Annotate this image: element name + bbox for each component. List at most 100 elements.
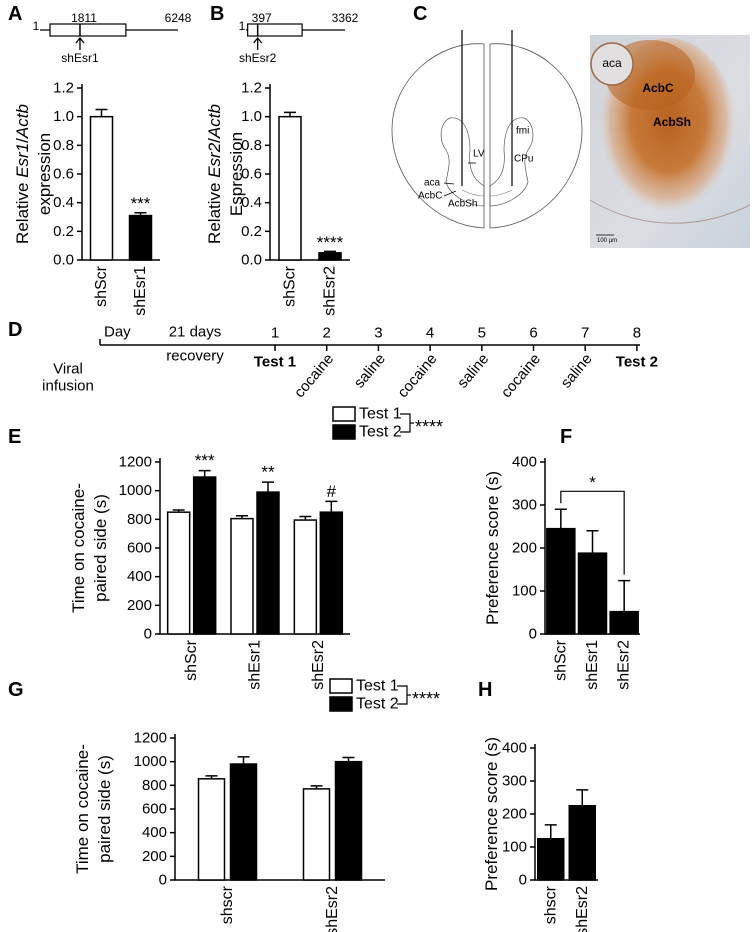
x-tick-label: shEsr2 <box>322 266 339 316</box>
y-tick-label: 200 <box>502 806 527 823</box>
bar <box>192 476 217 635</box>
bar <box>293 519 318 635</box>
error-bar <box>576 789 589 806</box>
brain-label: fmi <box>516 126 529 137</box>
y-tick-label: 400 <box>127 568 152 585</box>
error-bar <box>95 108 108 117</box>
y-tick-label: 600 <box>142 801 167 818</box>
y-axis-label: paired side (s) <box>91 494 110 602</box>
error-bar <box>262 481 274 493</box>
y-tick-label: 800 <box>142 777 167 794</box>
legend-label: Test 2 <box>356 696 399 713</box>
x-tick-label: shEsr2 <box>574 886 591 932</box>
y-axis-label-part: / <box>13 138 32 143</box>
error-bar <box>134 211 147 216</box>
test-label: Test 2 <box>616 354 658 371</box>
error-bar <box>544 824 557 839</box>
timeline-note: infusion <box>42 378 94 395</box>
y-axis-label: Espression <box>227 132 246 216</box>
bar <box>256 491 280 635</box>
error-bar <box>324 250 336 253</box>
legend-label: Test 1 <box>359 406 402 423</box>
panel-letter: H <box>478 679 492 701</box>
gene-exon <box>247 23 303 37</box>
gene-start: 1 <box>33 19 40 33</box>
y-axis-label: expression <box>35 133 54 215</box>
brain-diagram: C LV fmi CPu aca AcbC AcbSh <box>391 3 583 229</box>
pointer <box>443 190 457 197</box>
legend-bracket <box>400 413 414 433</box>
y-tick-label: 100 <box>512 583 537 600</box>
event-label: cocaine <box>498 351 544 402</box>
right-hemisphere <box>489 43 583 229</box>
y-tick-label: 0.4 <box>241 194 262 211</box>
y-axis-label: Relative Esr2/Actb <box>205 104 224 244</box>
day-number: 1 <box>271 325 279 342</box>
error-bar <box>618 579 631 612</box>
bar <box>197 778 226 881</box>
gene-end: 3362 <box>332 11 359 25</box>
error-bar <box>544 824 557 839</box>
error-bar <box>342 756 355 762</box>
x-tick-label: shEsr1 <box>584 640 601 690</box>
brain-label: LV <box>473 149 485 160</box>
significance-mark: *** <box>131 194 151 213</box>
y-axis-label-part: Actb <box>205 104 224 139</box>
bar <box>577 552 608 635</box>
target-arrow <box>253 36 263 50</box>
bar <box>546 527 576 635</box>
error-bar <box>310 785 323 789</box>
bar <box>229 763 258 881</box>
brain-label: CPu <box>514 154 533 165</box>
y-tick-label: 0 <box>159 872 167 889</box>
timeline-note: 21 days <box>169 324 222 341</box>
y-tick-label: 0 <box>519 872 527 889</box>
error-bar <box>325 500 338 513</box>
bar <box>230 517 254 635</box>
error-bar <box>236 515 248 519</box>
y-tick-label: 1.2 <box>53 80 74 97</box>
bar <box>319 511 344 635</box>
timeline-note: Viral <box>53 361 83 378</box>
error-bar <box>324 250 336 253</box>
y-axis-label-part: / <box>205 138 224 143</box>
y-tick-label: 300 <box>512 497 537 514</box>
y-tick-label: 400 <box>142 824 167 841</box>
error-bar <box>586 530 599 554</box>
y-tick-label: 0 <box>529 626 537 643</box>
day-number: 5 <box>478 325 486 342</box>
pointer <box>443 182 455 185</box>
y-tick-label: 1.2 <box>241 80 262 97</box>
error-bar <box>342 756 355 762</box>
y-tick-label: 0.2 <box>53 223 74 240</box>
y-axis-label: Relative Esr1/Actb <box>13 104 32 244</box>
x-tick-label: shEsr2 <box>310 640 327 690</box>
micrograph-label: aca <box>602 56 622 70</box>
significance-mark: **** <box>317 233 344 252</box>
panel-letter: C <box>413 3 427 25</box>
significance-mark: ** <box>261 463 275 482</box>
brain-label: AcbSh <box>448 199 477 210</box>
panel-letter: F <box>560 426 572 448</box>
aca-ventricle <box>590 42 634 86</box>
y-tick-label: 0.6 <box>241 166 262 183</box>
panel-letter: D <box>8 319 22 341</box>
error-bar <box>284 111 296 117</box>
y-axis-label-part: Preference score (s) <box>482 737 501 891</box>
gene-site: 397 <box>252 11 272 25</box>
day-number: 6 <box>529 325 537 342</box>
legend-swatch <box>329 696 353 712</box>
error-bar <box>299 515 312 521</box>
y-tick-label: 800 <box>127 511 152 528</box>
significance-mark: # <box>327 482 337 501</box>
bar <box>278 115 302 261</box>
y-axis-label-part: paired side (s) <box>95 755 114 863</box>
y-axis-label-part: expression <box>35 133 54 215</box>
x-tick-label: shEsr1 <box>132 266 149 316</box>
y-axis-label-part: Time on cocaine- <box>69 483 88 613</box>
y-tick-label: 300 <box>502 773 527 790</box>
error-bar <box>237 756 250 765</box>
significance-mark: * <box>589 473 596 492</box>
